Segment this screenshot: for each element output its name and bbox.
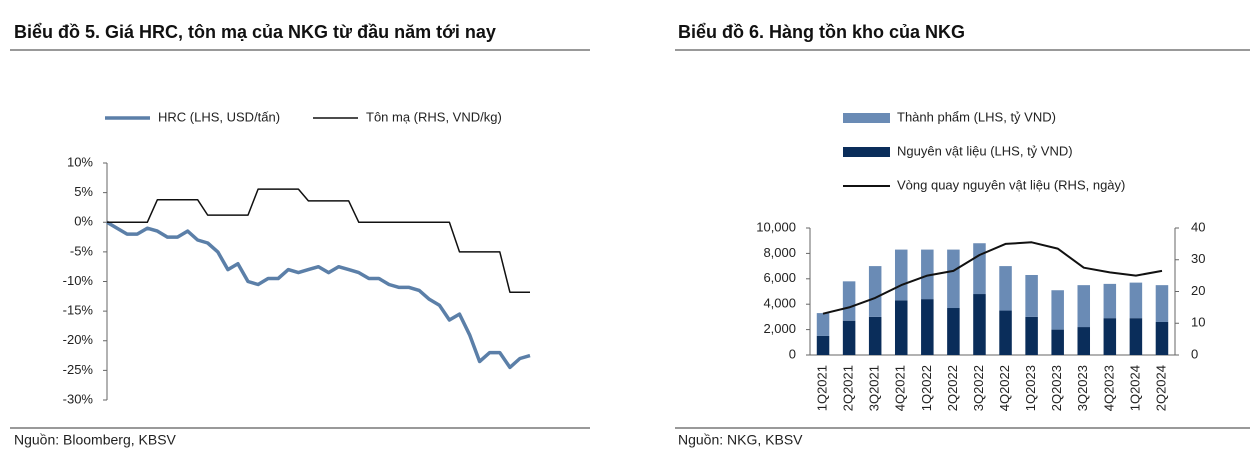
line-series: [822, 241, 1163, 315]
bar: [1025, 274, 1038, 317]
x-tick-label: 2Q2021: [841, 365, 856, 411]
legend-label: Vòng quay nguyên vật liệu (RHS, ngày): [897, 177, 1125, 192]
x-tick-label: 4Q2023: [1101, 365, 1116, 411]
bar: [816, 335, 830, 355]
y-tick-label: -5%: [70, 243, 94, 258]
y-tick-label: 5%: [74, 184, 93, 199]
bar: [947, 308, 960, 355]
x-tick-label: 4Q2021: [893, 365, 908, 411]
x-tick-label: 1Q2021: [814, 365, 829, 411]
line-series: [107, 188, 530, 293]
line-series: [106, 220, 531, 370]
y2-tick-label: 0: [1191, 346, 1198, 361]
y-tick-label: -30%: [63, 391, 94, 406]
legend-label: Thành phẩm (LHS, tỷ VND): [897, 109, 1056, 124]
bar: [868, 316, 882, 355]
bar: [1155, 321, 1169, 355]
y-tick-label: -15%: [63, 303, 94, 318]
y-tick-label: -20%: [63, 332, 94, 347]
bar: [999, 310, 1012, 355]
y-tick-label: 10%: [67, 154, 93, 169]
legend-label: Tôn mạ (RHS, VND/kg): [366, 109, 502, 124]
x-tick-label: 1Q2023: [1023, 365, 1038, 411]
chart-title: Biểu đồ 6. Hàng tồn kho của NKG: [678, 22, 965, 42]
chart-title: Biểu đồ 5. Giá HRC, tôn mạ của NKG từ đầ…: [14, 22, 496, 42]
legend-label: HRC (LHS, USD/tấn): [158, 109, 280, 124]
bar: [1155, 285, 1169, 322]
y-tick-label: 4,000: [763, 296, 796, 311]
y-tick-label: 0%: [74, 214, 93, 229]
x-tick-label: 3Q2022: [971, 365, 986, 411]
source: Nguồn: Bloomberg, KBSV: [14, 432, 177, 448]
source: Nguồn: NKG, KBSV: [678, 432, 803, 448]
x-tick-label: 3Q2023: [1075, 365, 1090, 411]
legend-swatch: [843, 147, 890, 157]
bar: [973, 294, 986, 355]
bar: [894, 249, 908, 301]
x-tick-label: 4Q2022: [997, 365, 1012, 411]
bar: [894, 300, 908, 355]
y-tick-label: 6,000: [763, 270, 796, 285]
bar: [1051, 329, 1064, 355]
bar: [921, 299, 934, 355]
bar: [973, 243, 986, 295]
bar: [1103, 318, 1117, 355]
bar: [1077, 327, 1091, 355]
y2-tick-label: 30: [1191, 251, 1205, 266]
bar: [1077, 285, 1091, 328]
y2-tick-label: 40: [1191, 219, 1205, 234]
y-tick-label: 10,000: [756, 219, 796, 234]
bar: [842, 281, 856, 321]
legend-swatch: [843, 113, 890, 123]
x-tick-label: 1Q2024: [1127, 365, 1142, 411]
y-tick-label: -25%: [63, 362, 94, 377]
x-tick-label: 2Q2024: [1153, 365, 1168, 411]
bar: [842, 320, 856, 355]
x-tick-label: 2Q2022: [945, 365, 960, 411]
y-tick-label: 8,000: [763, 245, 796, 260]
bar: [868, 266, 882, 317]
bar: [1129, 282, 1143, 319]
y-tick-label: 2,000: [763, 321, 796, 336]
x-tick-label: 1Q2022: [919, 365, 934, 411]
y-tick-label: 0: [789, 346, 796, 361]
bar: [921, 249, 934, 300]
x-tick-label: 2Q2023: [1049, 365, 1064, 411]
y2-tick-label: 20: [1191, 283, 1205, 298]
y-tick-label: -10%: [63, 273, 94, 288]
legend-label: Nguyên vật liệu (LHS, tỷ VND): [897, 143, 1073, 158]
bar: [1051, 290, 1064, 330]
bar: [999, 266, 1012, 311]
bar: [1103, 283, 1117, 319]
bar: [1025, 316, 1038, 355]
bar: [1129, 318, 1143, 355]
bar: [816, 313, 830, 336]
y2-tick-label: 10: [1191, 315, 1205, 330]
bar: [947, 249, 960, 309]
x-tick-label: 3Q2021: [867, 365, 882, 411]
